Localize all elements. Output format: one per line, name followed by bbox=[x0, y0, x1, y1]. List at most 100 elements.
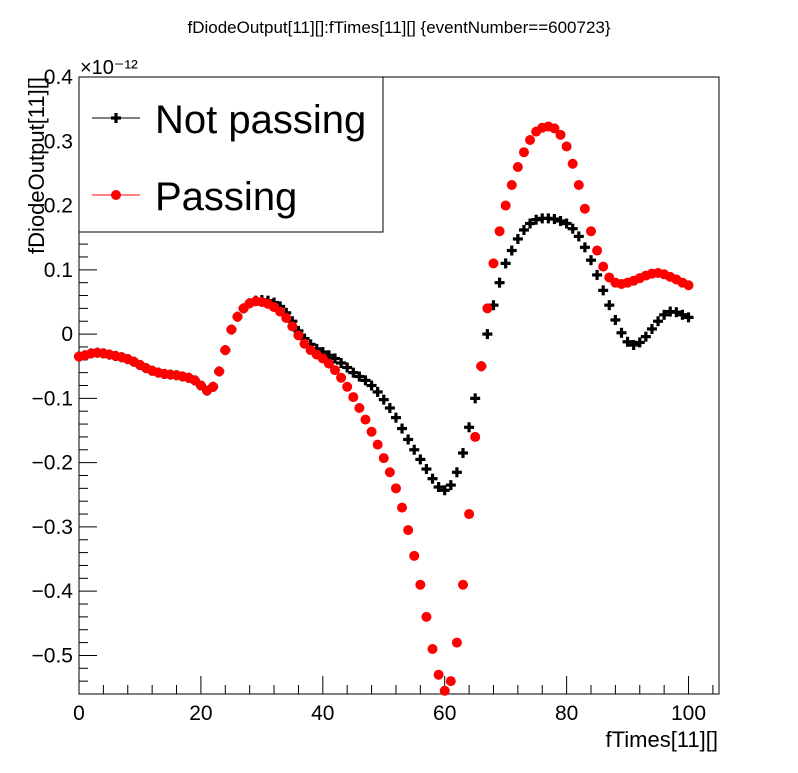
data-point-passing bbox=[390, 483, 401, 494]
data-point-passing bbox=[494, 226, 505, 237]
data-point-not-passing bbox=[512, 233, 523, 244]
data-point-passing bbox=[488, 258, 499, 269]
data-point-not-passing bbox=[458, 447, 468, 458]
data-point-not-passing bbox=[646, 323, 657, 334]
data-point-not-passing bbox=[421, 464, 432, 475]
data-point-passing bbox=[500, 200, 511, 211]
data-point-not-passing bbox=[366, 380, 377, 391]
data-point-not-passing bbox=[579, 242, 590, 253]
legend: Not passing Passing bbox=[78, 76, 384, 233]
data-point-passing bbox=[323, 358, 334, 369]
data-point-passing bbox=[220, 345, 231, 356]
data-point-passing bbox=[299, 338, 310, 349]
data-point-passing bbox=[579, 203, 590, 214]
data-point-not-passing bbox=[567, 223, 578, 234]
x-axis: 0 20 40 60 80 100 bbox=[73, 676, 714, 725]
data-point-passing bbox=[464, 509, 475, 520]
y-tick-label: 0.4 bbox=[44, 66, 74, 89]
data-point-passing bbox=[561, 141, 572, 152]
data-point-not-passing bbox=[500, 258, 511, 269]
data-point-not-passing bbox=[482, 329, 493, 340]
data-point-passing bbox=[512, 161, 523, 172]
data-point-passing bbox=[397, 502, 408, 513]
y-axis-label: fDiodeOutput[11][] bbox=[24, 77, 49, 254]
data-point-passing bbox=[287, 321, 298, 332]
data-point-passing bbox=[683, 280, 694, 291]
data-point-passing bbox=[208, 381, 219, 392]
data-point-passing bbox=[433, 669, 444, 680]
data-point-passing bbox=[409, 550, 420, 561]
data-point-passing bbox=[281, 313, 292, 324]
data-point-not-passing bbox=[464, 422, 475, 433]
data-point-passing bbox=[482, 303, 493, 314]
data-point-not-passing bbox=[445, 480, 456, 491]
data-point-not-passing bbox=[622, 336, 633, 347]
y-tick-label: −0.2 bbox=[32, 452, 73, 475]
data-point-not-passing bbox=[348, 367, 359, 378]
data-point-passing bbox=[586, 226, 596, 237]
series-layer bbox=[74, 121, 694, 696]
x-tick-label: 0 bbox=[73, 702, 85, 725]
legend-label-not-passing: Not passing bbox=[155, 98, 366, 142]
data-point-passing bbox=[336, 372, 347, 383]
data-point-passing bbox=[525, 134, 536, 145]
data-point-passing bbox=[366, 426, 377, 437]
y-axis: −0.5 −0.4 −0.3 −0.2 −0.1 0 0.1 0.2 0.3 0.4 bbox=[32, 66, 97, 695]
data-point-not-passing bbox=[433, 482, 444, 493]
data-point-passing bbox=[506, 179, 517, 190]
data-point-not-passing bbox=[342, 362, 353, 373]
x-tick-label: 100 bbox=[671, 702, 706, 725]
data-point-passing bbox=[555, 129, 566, 140]
data-point-not-passing bbox=[628, 340, 639, 351]
legend-box bbox=[78, 76, 384, 233]
data-point-not-passing bbox=[543, 213, 554, 224]
data-point-passing bbox=[458, 579, 468, 590]
data-point-not-passing bbox=[323, 350, 334, 361]
data-point-passing bbox=[384, 467, 395, 478]
data-point-passing bbox=[439, 685, 450, 696]
data-point-not-passing bbox=[488, 300, 499, 311]
data-point-not-passing bbox=[653, 316, 664, 327]
data-point-not-passing bbox=[531, 214, 542, 225]
data-point-not-passing bbox=[677, 309, 688, 320]
data-point-not-passing bbox=[561, 218, 572, 229]
data-point-not-passing bbox=[305, 339, 316, 350]
data-point-passing bbox=[592, 245, 603, 256]
chart-title: fDiodeOutput[11][]:fTimes[11][] {eventNu… bbox=[187, 18, 610, 37]
data-point-passing bbox=[342, 381, 353, 392]
data-point-passing bbox=[573, 179, 584, 190]
data-point-not-passing bbox=[384, 402, 395, 413]
data-point-passing bbox=[293, 330, 304, 341]
data-point-passing bbox=[421, 611, 432, 622]
y-tick-label: −0.1 bbox=[32, 387, 73, 410]
data-point-not-passing bbox=[409, 444, 420, 455]
y-tick-label: −0.5 bbox=[32, 644, 73, 667]
data-point-not-passing bbox=[640, 331, 651, 342]
data-point-passing bbox=[567, 158, 578, 169]
data-point-passing bbox=[360, 414, 371, 425]
data-point-not-passing bbox=[586, 255, 596, 266]
data-point-not-passing bbox=[427, 473, 438, 484]
data-point-not-passing bbox=[397, 423, 408, 434]
data-point-passing bbox=[275, 306, 286, 317]
data-point-passing bbox=[330, 365, 340, 376]
data-point-not-passing bbox=[604, 300, 615, 311]
data-point-not-passing bbox=[592, 269, 603, 280]
y-tick-label: 0.3 bbox=[44, 130, 73, 153]
data-point-passing bbox=[378, 453, 389, 464]
data-point-not-passing bbox=[573, 231, 584, 242]
data-point-not-passing bbox=[287, 316, 298, 327]
x-tick-label: 80 bbox=[555, 702, 578, 725]
data-point-not-passing bbox=[671, 307, 682, 318]
data-point-not-passing bbox=[378, 394, 389, 405]
data-point-passing bbox=[403, 525, 414, 536]
y-exponent-label: ×10⁻¹² bbox=[80, 57, 138, 79]
x-tick-label: 40 bbox=[311, 702, 334, 725]
data-point-passing bbox=[226, 324, 237, 335]
data-point-not-passing bbox=[518, 224, 529, 235]
data-point-passing bbox=[549, 123, 560, 134]
y-tick-label: −0.3 bbox=[32, 516, 73, 539]
data-point-not-passing bbox=[470, 393, 481, 404]
data-point-passing bbox=[518, 147, 529, 158]
y-tick-label: 0.1 bbox=[44, 259, 73, 282]
